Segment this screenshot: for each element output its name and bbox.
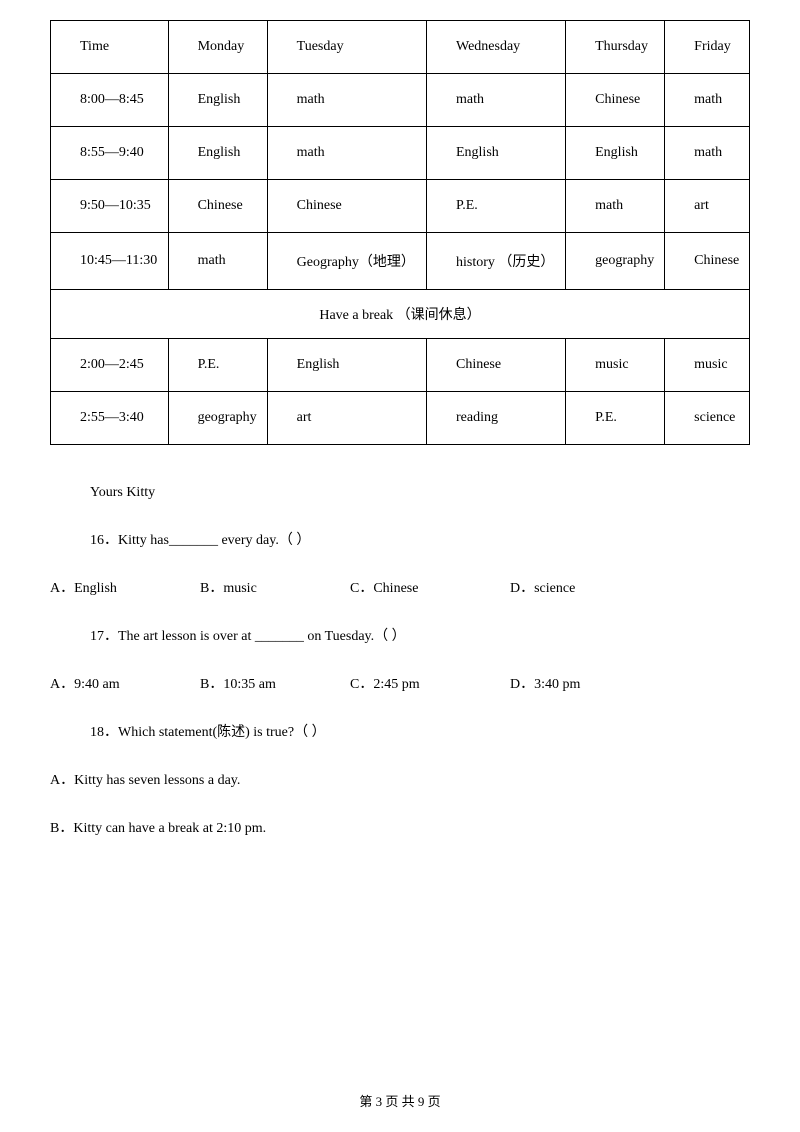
cell-subject: Chinese bbox=[267, 180, 426, 233]
cell-subject: English bbox=[168, 127, 267, 180]
cell-subject: math bbox=[168, 233, 267, 290]
cell-subject: music bbox=[566, 339, 665, 392]
q17-option-b: B．10:35 am bbox=[200, 673, 350, 693]
q16-option-b: B．music bbox=[200, 577, 350, 597]
q16-option-c: C．Chinese bbox=[350, 577, 510, 597]
q18-statement-a: A．Kitty has seven lessons a day. bbox=[50, 769, 750, 789]
table-row: 8:55—9:40 English math English English m… bbox=[51, 127, 750, 180]
cell-subject: math bbox=[267, 74, 426, 127]
q18-statement-b: B．Kitty can have a break at 2:10 pm. bbox=[50, 817, 750, 837]
cell-subject: geography bbox=[168, 392, 267, 445]
q16-options: A．English B．music C．Chinese D．science bbox=[50, 577, 750, 597]
col-wednesday: Wednesday bbox=[426, 21, 565, 74]
cell-time: 9:50—10:35 bbox=[51, 180, 169, 233]
cell-subject: P.E. bbox=[168, 339, 267, 392]
cell-time: 10:45—11:30 bbox=[51, 233, 169, 290]
break-cell: Have a break （课间休息） bbox=[51, 290, 750, 339]
cell-subject: math bbox=[566, 180, 665, 233]
cell-time: 8:00—8:45 bbox=[51, 74, 169, 127]
q17-option-c: C．2:45 pm bbox=[350, 673, 510, 693]
table-row: 10:45—11:30 math Geography（地理） history （… bbox=[51, 233, 750, 290]
cell-subject: English bbox=[168, 74, 267, 127]
cell-subject: geography bbox=[566, 233, 665, 290]
table-row: 9:50—10:35 Chinese Chinese P.E. math art bbox=[51, 180, 750, 233]
q17-option-a: A．9:40 am bbox=[50, 673, 200, 693]
table-row: 2:55—3:40 geography art reading P.E. sci… bbox=[51, 392, 750, 445]
cell-time: 8:55—9:40 bbox=[51, 127, 169, 180]
cell-subject: English bbox=[426, 127, 565, 180]
q17-option-d: D．3:40 pm bbox=[510, 673, 660, 693]
cell-subject: Chinese bbox=[168, 180, 267, 233]
question-16: 16．Kitty has_______ every day.（ ） bbox=[90, 529, 750, 549]
q17-options: A．9:40 am B．10:35 am C．2:45 pm D．3:40 pm bbox=[50, 673, 750, 693]
cell-subject: history （历史） bbox=[426, 233, 565, 290]
cell-time: 2:55—3:40 bbox=[51, 392, 169, 445]
question-18: 18．Which statement(陈述) is true?（ ） bbox=[90, 721, 750, 741]
col-thursday: Thursday bbox=[566, 21, 665, 74]
cell-subject: art bbox=[665, 180, 750, 233]
cell-subject: art bbox=[267, 392, 426, 445]
closing-text: Yours Kitty bbox=[90, 485, 750, 501]
cell-subject: science bbox=[665, 392, 750, 445]
table-row: 8:00—8:45 English math math Chinese math bbox=[51, 74, 750, 127]
cell-subject: Chinese bbox=[426, 339, 565, 392]
table-row: 2:00—2:45 P.E. English Chinese music mus… bbox=[51, 339, 750, 392]
col-friday: Friday bbox=[665, 21, 750, 74]
cell-subject: P.E. bbox=[426, 180, 565, 233]
break-row: Have a break （课间休息） bbox=[51, 290, 750, 339]
cell-subject: music bbox=[665, 339, 750, 392]
cell-subject: English bbox=[566, 127, 665, 180]
cell-subject: English bbox=[267, 339, 426, 392]
timetable: Time Monday Tuesday Wednesday Thursday F… bbox=[50, 20, 750, 445]
cell-subject: P.E. bbox=[566, 392, 665, 445]
col-tuesday: Tuesday bbox=[267, 21, 426, 74]
col-monday: Monday bbox=[168, 21, 267, 74]
col-time: Time bbox=[51, 21, 169, 74]
cell-subject: math bbox=[665, 127, 750, 180]
cell-subject: Chinese bbox=[665, 233, 750, 290]
page-footer: 第 3 页 共 9 页 bbox=[0, 1091, 800, 1110]
question-17: 17．The art lesson is over at _______ on … bbox=[90, 625, 750, 645]
cell-subject: Geography（地理） bbox=[267, 233, 426, 290]
q16-option-d: D．science bbox=[510, 577, 660, 597]
q16-option-a: A．English bbox=[50, 577, 200, 597]
cell-time: 2:00—2:45 bbox=[51, 339, 169, 392]
header-row: Time Monday Tuesday Wednesday Thursday F… bbox=[51, 21, 750, 74]
cell-subject: math bbox=[665, 74, 750, 127]
cell-subject: math bbox=[426, 74, 565, 127]
cell-subject: math bbox=[267, 127, 426, 180]
cell-subject: Chinese bbox=[566, 74, 665, 127]
cell-subject: reading bbox=[426, 392, 565, 445]
